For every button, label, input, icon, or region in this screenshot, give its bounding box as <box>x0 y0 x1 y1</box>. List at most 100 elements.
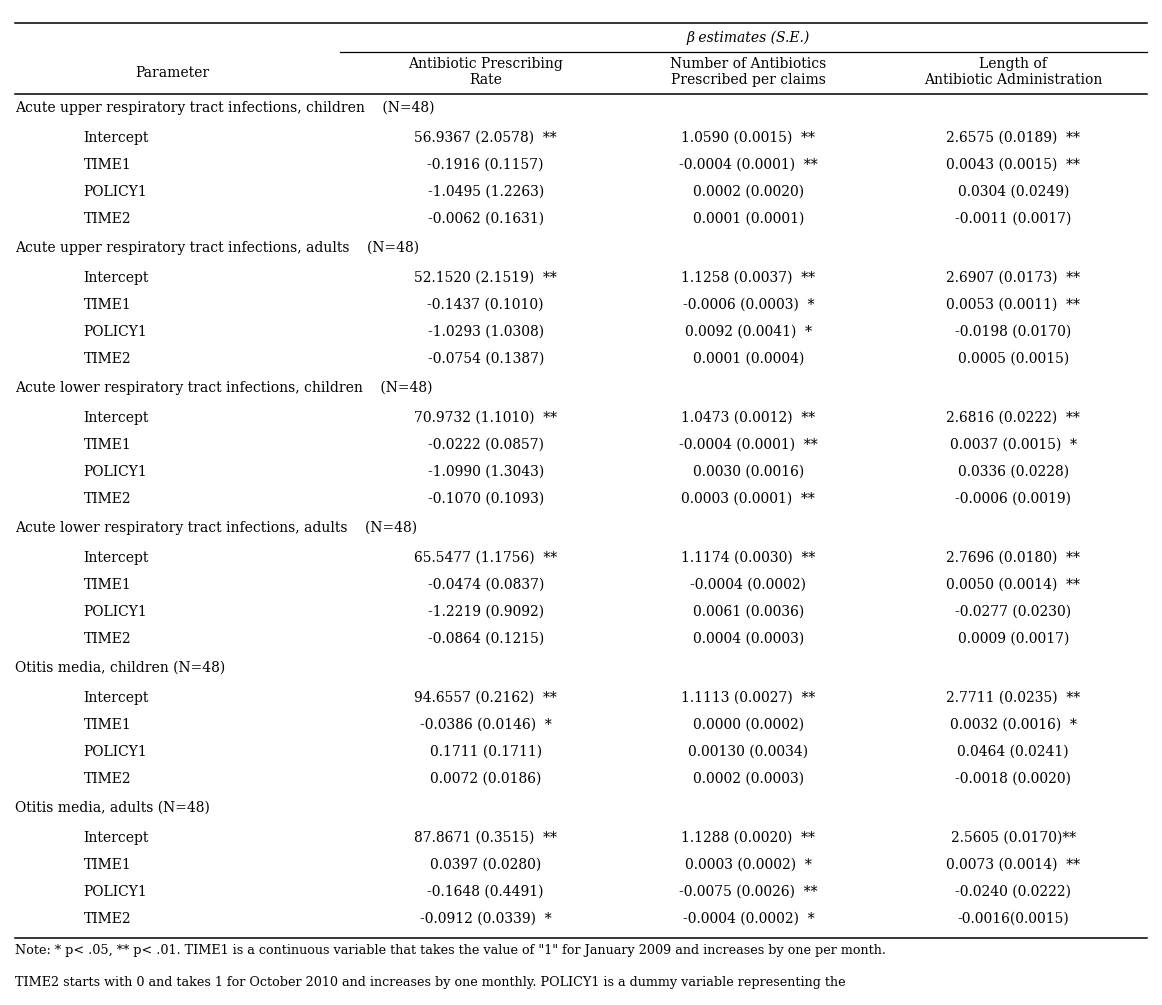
Text: POLICY1: POLICY1 <box>84 185 148 199</box>
Text: -0.0912 (0.0339)  *: -0.0912 (0.0339) * <box>419 912 552 926</box>
Text: Acute upper respiratory tract infections, children    (N=48): Acute upper respiratory tract infections… <box>15 100 435 115</box>
Text: 56.9367 (2.0578)  **: 56.9367 (2.0578) ** <box>415 131 557 145</box>
Text: Acute upper respiratory tract infections, adults    (N=48): Acute upper respiratory tract infections… <box>15 240 419 254</box>
Text: -1.0495 (1.2263): -1.0495 (1.2263) <box>428 185 544 199</box>
Text: -1.2219 (0.9092): -1.2219 (0.9092) <box>428 605 544 619</box>
Text: 2.6575 (0.0189)  **: 2.6575 (0.0189) ** <box>946 131 1081 145</box>
Text: -0.0198 (0.0170): -0.0198 (0.0170) <box>955 325 1071 339</box>
Text: Parameter: Parameter <box>135 66 209 80</box>
Text: 0.0002 (0.0003): 0.0002 (0.0003) <box>693 772 804 786</box>
Text: 0.00130 (0.0034): 0.00130 (0.0034) <box>688 745 809 759</box>
Text: 0.0092 (0.0041)  *: 0.0092 (0.0041) * <box>684 325 812 339</box>
Text: 1.1288 (0.0020)  **: 1.1288 (0.0020) ** <box>681 831 816 845</box>
Text: -0.0016(0.0015): -0.0016(0.0015) <box>957 912 1069 926</box>
Text: 0.0397 (0.0280): 0.0397 (0.0280) <box>430 857 541 871</box>
Text: TIME1: TIME1 <box>84 857 131 871</box>
Text: -0.1648 (0.4491): -0.1648 (0.4491) <box>428 884 544 898</box>
Text: -0.0018 (0.0020): -0.0018 (0.0020) <box>955 772 1071 786</box>
Text: -0.0240 (0.0222): -0.0240 (0.0222) <box>955 884 1071 898</box>
Text: 0.0043 (0.0015)  **: 0.0043 (0.0015) ** <box>946 158 1081 172</box>
Text: Intercept: Intercept <box>84 831 149 845</box>
Text: 1.0590 (0.0015)  **: 1.0590 (0.0015) ** <box>681 131 816 145</box>
Text: -0.0386 (0.0146)  *: -0.0386 (0.0146) * <box>419 718 552 732</box>
Text: TIME1: TIME1 <box>84 158 131 172</box>
Text: Otitis media, children (N=48): Otitis media, children (N=48) <box>15 660 225 674</box>
Text: 1.0473 (0.0012)  **: 1.0473 (0.0012) ** <box>681 411 816 425</box>
Text: -0.0006 (0.0019): -0.0006 (0.0019) <box>955 491 1071 506</box>
Text: TIME2: TIME2 <box>84 352 131 366</box>
Text: POLICY1: POLICY1 <box>84 745 148 759</box>
Text: Number of Antibiotics
Prescribed per claims: Number of Antibiotics Prescribed per cla… <box>670 57 826 87</box>
Text: 0.0061 (0.0036): 0.0061 (0.0036) <box>693 605 804 619</box>
Text: 0.0001 (0.0001): 0.0001 (0.0001) <box>693 212 804 226</box>
Text: -0.1916 (0.1157): -0.1916 (0.1157) <box>428 158 544 172</box>
Text: TIME2: TIME2 <box>84 631 131 645</box>
Text: TIME1: TIME1 <box>84 297 131 312</box>
Text: POLICY1: POLICY1 <box>84 464 148 478</box>
Text: 0.1711 (0.1711): 0.1711 (0.1711) <box>430 745 541 759</box>
Text: Acute lower respiratory tract infections, adults    (N=48): Acute lower respiratory tract infections… <box>15 521 417 535</box>
Text: Intercept: Intercept <box>84 131 149 145</box>
Text: 1.1174 (0.0030)  **: 1.1174 (0.0030) ** <box>681 551 816 565</box>
Text: -0.0277 (0.0230): -0.0277 (0.0230) <box>955 605 1071 619</box>
Text: 0.0050 (0.0014)  **: 0.0050 (0.0014) ** <box>946 578 1081 592</box>
Text: POLICY1: POLICY1 <box>84 884 148 898</box>
Text: 0.0336 (0.0228): 0.0336 (0.0228) <box>957 464 1069 478</box>
Text: Otitis media, adults (N=48): Otitis media, adults (N=48) <box>15 800 210 814</box>
Text: TIME2: TIME2 <box>84 912 131 926</box>
Text: 94.6557 (0.2162)  **: 94.6557 (0.2162) ** <box>415 690 557 705</box>
Text: -0.1437 (0.1010): -0.1437 (0.1010) <box>428 297 544 312</box>
Text: -0.0474 (0.0837): -0.0474 (0.0837) <box>428 578 544 592</box>
Text: Antibiotic Prescribing
Rate: Antibiotic Prescribing Rate <box>408 57 564 87</box>
Text: 2.5605 (0.0170)**: 2.5605 (0.0170)** <box>951 831 1076 845</box>
Text: -0.0004 (0.0001)  **: -0.0004 (0.0001) ** <box>679 438 818 452</box>
Text: -0.0004 (0.0001)  **: -0.0004 (0.0001) ** <box>679 158 818 172</box>
Text: 2.7696 (0.0180)  **: 2.7696 (0.0180) ** <box>946 551 1081 565</box>
Text: -0.0864 (0.1215): -0.0864 (0.1215) <box>428 631 544 645</box>
Text: POLICY1: POLICY1 <box>84 605 148 619</box>
Text: Intercept: Intercept <box>84 271 149 285</box>
Text: 1.1113 (0.0027)  **: 1.1113 (0.0027) ** <box>681 690 816 705</box>
Text: 0.0464 (0.0241): 0.0464 (0.0241) <box>957 745 1069 759</box>
Text: 0.0009 (0.0017): 0.0009 (0.0017) <box>957 631 1069 645</box>
Text: 0.0030 (0.0016): 0.0030 (0.0016) <box>693 464 804 478</box>
Text: -1.0293 (1.0308): -1.0293 (1.0308) <box>428 325 544 339</box>
Text: 0.0004 (0.0003): 0.0004 (0.0003) <box>693 631 804 645</box>
Text: 65.5477 (1.1756)  **: 65.5477 (1.1756) ** <box>414 551 558 565</box>
Text: TIME2: TIME2 <box>84 491 131 506</box>
Text: -1.0990 (1.3043): -1.0990 (1.3043) <box>428 464 544 478</box>
Text: 0.0032 (0.0016)  *: 0.0032 (0.0016) * <box>949 718 1077 732</box>
Text: -0.0075 (0.0026)  **: -0.0075 (0.0026) ** <box>679 884 818 898</box>
Text: 0.0053 (0.0011)  **: 0.0053 (0.0011) ** <box>946 297 1081 312</box>
Text: -0.0004 (0.0002): -0.0004 (0.0002) <box>690 578 806 592</box>
Text: 0.0002 (0.0020): 0.0002 (0.0020) <box>693 185 804 199</box>
Text: Intercept: Intercept <box>84 551 149 565</box>
Text: TIME2 starts with 0 and takes 1 for October 2010 and increases by one monthly. P: TIME2 starts with 0 and takes 1 for Octo… <box>15 976 846 989</box>
Text: -0.0222 (0.0857): -0.0222 (0.0857) <box>428 438 544 452</box>
Text: Length of
Antibiotic Administration: Length of Antibiotic Administration <box>924 57 1103 87</box>
Text: 0.0000 (0.0002): 0.0000 (0.0002) <box>693 718 804 732</box>
Text: TIME1: TIME1 <box>84 718 131 732</box>
Text: 0.0072 (0.0186): 0.0072 (0.0186) <box>430 772 541 786</box>
Text: 0.0003 (0.0002)  *: 0.0003 (0.0002) * <box>684 857 812 871</box>
Text: 2.6907 (0.0173)  **: 2.6907 (0.0173) ** <box>946 271 1081 285</box>
Text: Intercept: Intercept <box>84 690 149 705</box>
Text: -0.1070 (0.1093): -0.1070 (0.1093) <box>428 491 544 506</box>
Text: 70.9732 (1.1010)  **: 70.9732 (1.1010) ** <box>414 411 558 425</box>
Text: -0.0004 (0.0002)  *: -0.0004 (0.0002) * <box>682 912 815 926</box>
Text: 87.8671 (0.3515)  **: 87.8671 (0.3515) ** <box>415 831 557 845</box>
Text: -0.0754 (0.1387): -0.0754 (0.1387) <box>428 352 544 366</box>
Text: -0.0062 (0.1631): -0.0062 (0.1631) <box>428 212 544 226</box>
Text: Intercept: Intercept <box>84 411 149 425</box>
Text: POLICY1: POLICY1 <box>84 325 148 339</box>
Text: 0.0001 (0.0004): 0.0001 (0.0004) <box>693 352 804 366</box>
Text: TIME1: TIME1 <box>84 578 131 592</box>
Text: 0.0003 (0.0001)  **: 0.0003 (0.0001) ** <box>681 491 816 506</box>
Text: 0.0304 (0.0249): 0.0304 (0.0249) <box>957 185 1069 199</box>
Text: TIME1: TIME1 <box>84 438 131 452</box>
Text: 1.1258 (0.0037)  **: 1.1258 (0.0037) ** <box>681 271 816 285</box>
Text: 2.6816 (0.0222)  **: 2.6816 (0.0222) ** <box>946 411 1081 425</box>
Text: Acute lower respiratory tract infections, children    (N=48): Acute lower respiratory tract infections… <box>15 380 432 395</box>
Text: 0.0073 (0.0014)  **: 0.0073 (0.0014) ** <box>946 857 1081 871</box>
Text: 0.0005 (0.0015): 0.0005 (0.0015) <box>957 352 1069 366</box>
